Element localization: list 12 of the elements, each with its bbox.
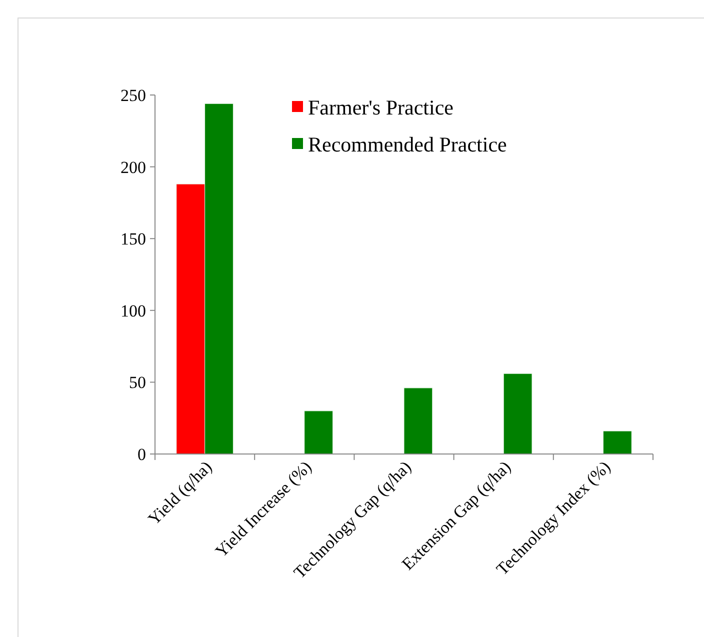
bar bbox=[602, 430, 632, 454]
y-tick-label: 0 bbox=[138, 444, 146, 464]
bar bbox=[404, 388, 433, 454]
y-tick-label: 100 bbox=[120, 301, 146, 320]
legend-label: Farmer's Practice bbox=[308, 95, 454, 120]
y-tick-label: 200 bbox=[120, 158, 146, 177]
y-tick-label: 250 bbox=[120, 86, 146, 105]
legend-label: Recommended Practice bbox=[308, 132, 507, 156]
bar bbox=[304, 410, 334, 454]
y-tick-label: 150 bbox=[120, 230, 146, 249]
bar bbox=[503, 373, 532, 454]
y-tick-label: 50 bbox=[129, 373, 146, 392]
